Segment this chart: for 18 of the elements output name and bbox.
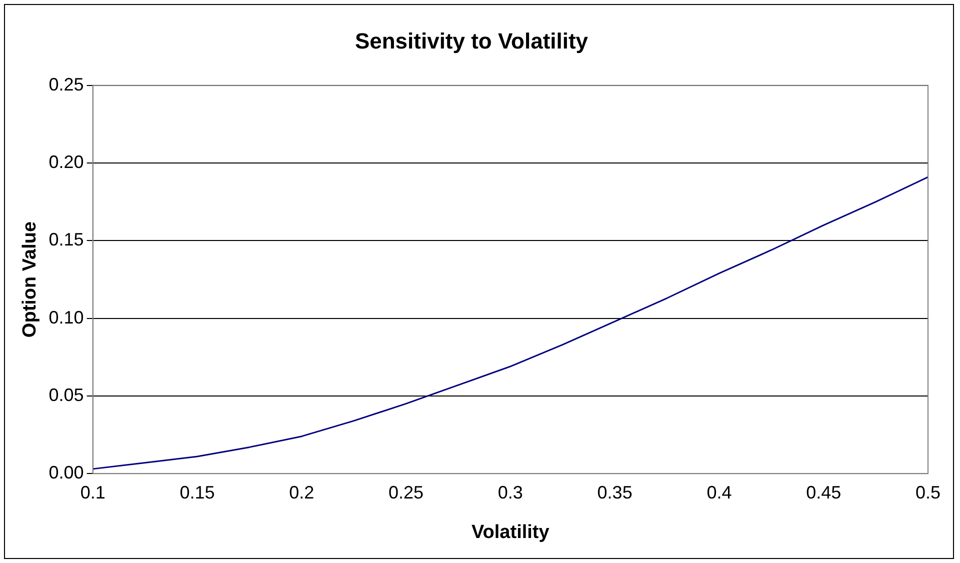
y-tick-label: 0.00 [48,462,84,483]
x-tick-label: 0.2 [289,482,314,502]
x-tick-label: 0.1 [80,482,106,502]
x-tick-label: 0.35 [597,482,632,502]
y-tick-label: 0.15 [48,230,84,250]
x-tick-label: 0.15 [180,482,215,502]
y-axis-title: Option Value [20,221,41,338]
y-tick-label: 0.20 [48,152,84,172]
x-tick-label: 0.3 [498,482,523,502]
y-tick-label: 0.10 [48,307,84,328]
x-tick-label: 0.4 [706,482,732,502]
x-axis-title: Volatility [472,522,550,543]
chart-title: Sensitivity to Volatility [354,28,589,54]
x-tick-label: 0.5 [915,482,941,502]
y-tick-label: 0.05 [48,384,84,405]
x-tick-label: 0.45 [806,482,842,502]
y-tick-label: 0.25 [48,74,84,94]
x-tick-label: 0.25 [388,482,424,502]
